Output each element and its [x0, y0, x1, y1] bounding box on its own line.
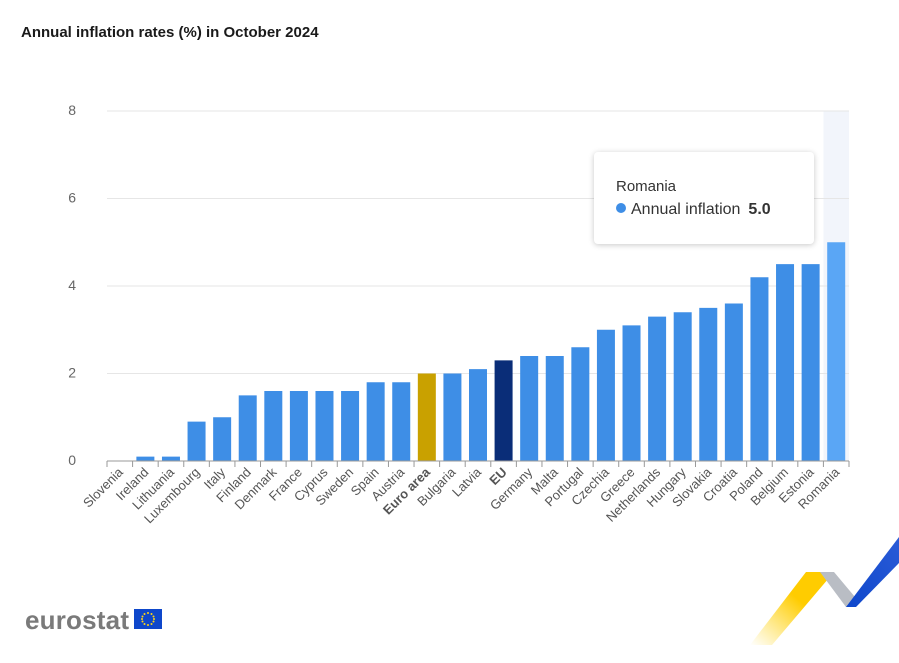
bar-bulgaria[interactable]: [443, 373, 462, 462]
bar-ireland[interactable]: [136, 456, 155, 461]
bar-finland[interactable]: [238, 395, 257, 461]
tooltip-series-label: Annual inflation: [631, 201, 741, 218]
bar-lithuania[interactable]: [161, 456, 180, 461]
bar-eu[interactable]: [494, 360, 513, 461]
bar-cyprus[interactable]: [315, 391, 334, 461]
bar-slovakia[interactable]: [699, 307, 718, 461]
bar-germany[interactable]: [520, 356, 539, 461]
bar-sweden[interactable]: [341, 391, 360, 461]
bar-croatia[interactable]: [724, 303, 743, 462]
series-dot-icon: [616, 203, 626, 213]
y-tick-label: 6: [68, 190, 76, 206]
x-axis-ticks: [106, 461, 850, 467]
bar-france[interactable]: [289, 391, 308, 461]
y-tick-label: 2: [68, 365, 76, 381]
bar-czechia[interactable]: [596, 329, 615, 461]
y-tick-label: 0: [68, 452, 76, 468]
y-tick-label: 4: [68, 277, 76, 293]
bar-netherlands[interactable]: [648, 316, 667, 461]
bar-poland[interactable]: [750, 277, 769, 461]
bar-romania[interactable]: [827, 242, 846, 461]
bar-italy[interactable]: [213, 417, 232, 461]
tooltip-value: 5.0: [748, 201, 771, 218]
bar-euro-area[interactable]: [417, 373, 436, 462]
chart-title: Annual inflation rates (%) in October 20…: [21, 24, 319, 41]
eurostat-swoosh-icon: [750, 537, 899, 645]
bar-hungary[interactable]: [673, 312, 692, 461]
chart-tooltip: Romania Annual inflation 5.0: [594, 152, 814, 244]
eurostat-logo: eurostat: [25, 605, 130, 635]
x-axis-labels: SloveniaIrelandLithuaniaLuxembourgItalyF…: [80, 464, 843, 526]
bar-luxembourg[interactable]: [187, 421, 206, 461]
tooltip-series-row: Annual inflation 5.0: [616, 201, 771, 219]
bars: [136, 242, 846, 462]
bar-spain[interactable]: [366, 382, 385, 461]
bar-chart: 0 2 4 6 8 SloveniaIrelandLithuaniaLuxembourg…: [68, 102, 850, 526]
eu-flag-icon: [134, 609, 162, 629]
bar-denmark[interactable]: [264, 391, 283, 461]
bar-greece[interactable]: [622, 325, 641, 461]
y-axis-ticks: 0 2 4 6 8: [68, 102, 76, 468]
bar-belgium[interactable]: [776, 264, 795, 461]
bar-estonia[interactable]: [801, 264, 820, 461]
bar-latvia[interactable]: [469, 369, 487, 461]
bar-portugal[interactable]: [571, 347, 590, 461]
tooltip-country: Romania: [616, 178, 677, 195]
y-tick-label: 8: [68, 102, 76, 118]
bar-austria[interactable]: [392, 382, 411, 461]
x-tick-label: Latvia: [449, 464, 485, 500]
bar-malta[interactable]: [545, 356, 564, 461]
